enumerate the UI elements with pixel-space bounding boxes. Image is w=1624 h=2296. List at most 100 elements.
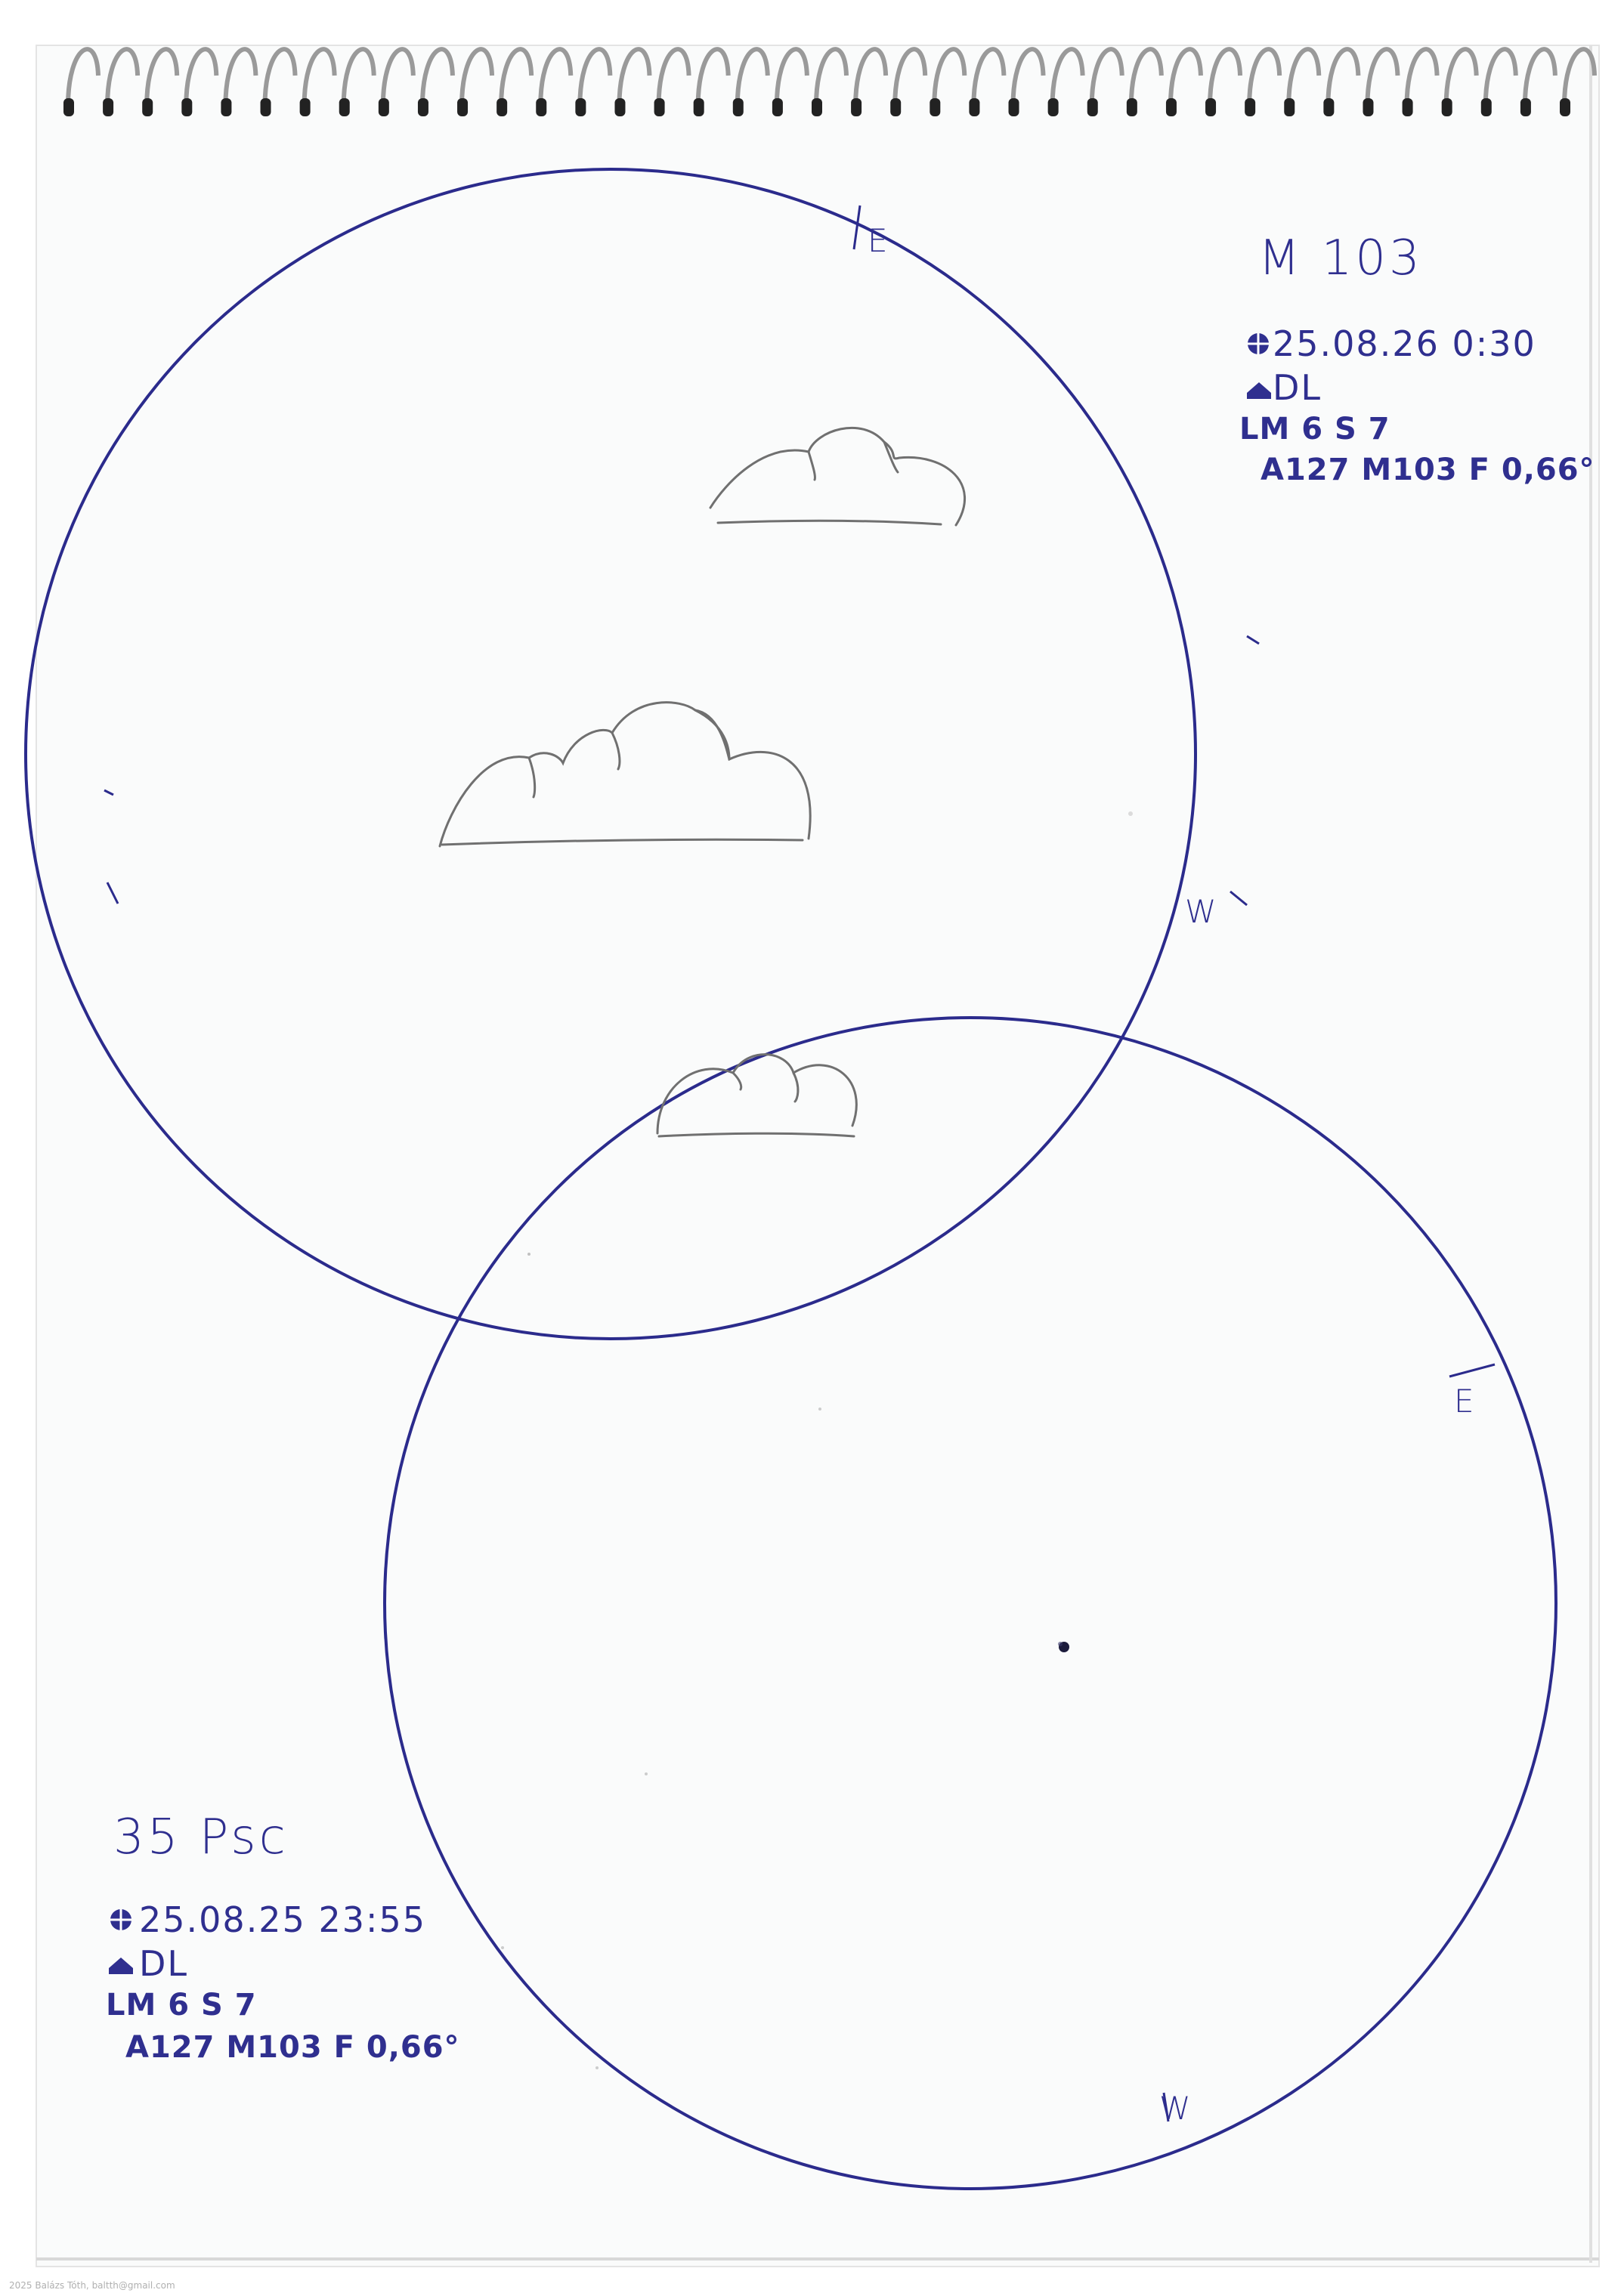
sketch-title-35psc: 35 Psc [113, 1809, 289, 1865]
spiral-hole [221, 98, 232, 116]
spiral-ring [932, 47, 967, 107]
observation-datetime: 25.08.26 0:30 [1273, 323, 1536, 364]
spiral-hole [1126, 98, 1137, 116]
spiral-hole [181, 98, 193, 116]
paper-speck [595, 2066, 599, 2069]
spiral-hole [457, 98, 469, 116]
spiral-ring [577, 47, 613, 107]
spiral-hole [496, 98, 508, 116]
spiral-ring [66, 47, 101, 107]
spiral-hole [339, 98, 350, 116]
spiral-hole [1047, 98, 1059, 116]
sky-conditions: LM 6 S 7 [1239, 412, 1390, 447]
spiral-hole [614, 98, 626, 116]
spiral-hole [1165, 98, 1177, 116]
spiral-ring [1365, 47, 1400, 107]
eyepiece-circle-35psc [383, 1016, 1557, 2190]
observation-site: DL [1273, 367, 1322, 408]
paper-speck [501, 1946, 504, 1949]
spiral-ring [971, 47, 1007, 107]
sky-conditions: LM 6 S 7 [106, 1988, 257, 2023]
paper-speck [1128, 811, 1133, 816]
spiral-hole [1284, 98, 1295, 116]
spiral-hole [969, 98, 980, 116]
spiral-ring [774, 47, 809, 107]
observation-site: DL [139, 1943, 189, 1984]
copyright-notice: 2025 Balázs Tóth, baltth@gmail.com [9, 2280, 175, 2291]
spiral-hole [378, 98, 389, 116]
paper-speck [645, 1772, 648, 1775]
spiral-ring [1128, 47, 1164, 107]
spiral-hole [299, 98, 311, 116]
spiral-hole [930, 98, 941, 116]
instrument-setup: A127 M103 F 0,66° [1261, 453, 1595, 487]
spiral-ring [223, 47, 258, 107]
spiral-ring [302, 47, 337, 107]
spiral-ring [1010, 47, 1046, 107]
spiral-ring [419, 47, 455, 107]
spiral-binding [63, 47, 1597, 116]
spiral-ring [499, 47, 534, 107]
spiral-ring [459, 47, 495, 107]
east-label-35psc: E [1454, 1383, 1474, 1420]
spiral-ring [695, 47, 731, 107]
spiral-hole [772, 98, 783, 116]
spiral-ring [1286, 47, 1322, 107]
house-icon [1247, 382, 1271, 399]
spiral-hole [890, 98, 902, 116]
spiral-hole [142, 98, 153, 116]
spiral-hole [1480, 98, 1492, 116]
spiral-ring [1404, 47, 1440, 107]
spiral-ring [262, 47, 298, 107]
spiral-ring [1050, 47, 1085, 107]
spiral-hole [654, 98, 665, 116]
spiral-hole [1087, 98, 1098, 116]
spiral-hole [1363, 98, 1374, 116]
crosshair-icon [1248, 333, 1269, 354]
house-icon [109, 1958, 133, 1974]
spiral-ring [892, 47, 928, 107]
west-label-35psc: W [1159, 2090, 1191, 2127]
spiral-hole [1441, 98, 1452, 116]
spiral-ring [1208, 47, 1243, 107]
paper-speck [527, 1253, 531, 1256]
spiral-hole [732, 98, 744, 116]
spiral-ring [1522, 47, 1557, 107]
tick-west-m103 [1230, 890, 1248, 907]
spiral-ring [1562, 47, 1597, 107]
spiral-ring [341, 47, 376, 107]
spiral-ring [735, 47, 770, 107]
spiral-ring [1443, 47, 1479, 107]
paper-sheet [36, 45, 1600, 2267]
spiral-hole [1008, 98, 1019, 116]
tick-m103-left2 [106, 882, 119, 904]
spiral-hole [575, 98, 586, 116]
spiral-hole [1205, 98, 1217, 116]
spiral-hole [1245, 98, 1256, 116]
spiral-ring [1168, 47, 1203, 107]
instrument-setup: A127 M103 F 0,66° [125, 2030, 460, 2065]
spiral-ring [1483, 47, 1518, 107]
tick-m103 [1246, 635, 1260, 645]
spiral-hole [812, 98, 822, 116]
spiral-hole [1560, 98, 1570, 116]
eyepiece-circle-m103 [24, 168, 1197, 1340]
spiral-hole [1520, 98, 1531, 116]
spiral-ring [380, 47, 416, 107]
spiral-ring [1247, 47, 1282, 107]
paper-speck [818, 1408, 821, 1411]
observation-datetime: 25.08.25 23:55 [139, 1899, 427, 1940]
pencil-cloud-1 [709, 426, 967, 527]
spiral-hole [103, 98, 114, 116]
spiral-ring [814, 47, 849, 107]
crosshair-icon [110, 1909, 131, 1930]
tick-west-35psc [1162, 2092, 1170, 2122]
spiral-ring [184, 47, 219, 107]
spiral-ring [1089, 47, 1124, 107]
spiral-ring [1325, 47, 1361, 107]
spiral-hole [693, 98, 704, 116]
spiral-ring [538, 47, 574, 107]
spiral-hole [1402, 98, 1413, 116]
star-halo [1058, 1642, 1063, 1646]
